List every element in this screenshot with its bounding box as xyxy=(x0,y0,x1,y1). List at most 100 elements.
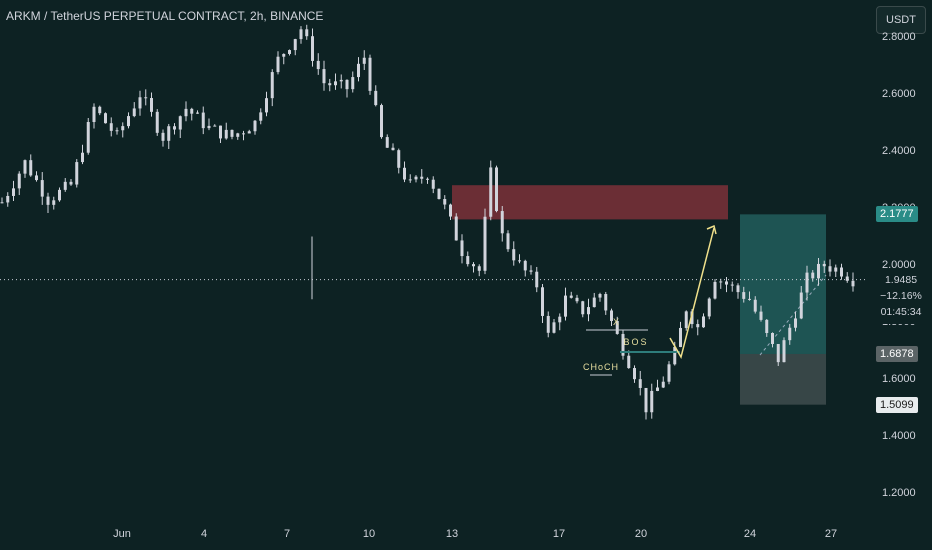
candle-body xyxy=(420,176,424,179)
candle-body xyxy=(713,281,717,299)
candle-body xyxy=(12,188,15,196)
candle-body xyxy=(437,188,441,200)
candle-body xyxy=(500,211,504,234)
candle-body xyxy=(161,132,165,141)
candle-body xyxy=(696,324,700,328)
candle-body xyxy=(357,63,360,78)
candle-body xyxy=(679,327,682,347)
price-label-stop: 1.5099 xyxy=(876,396,918,413)
candle-body xyxy=(684,311,688,328)
candle-body xyxy=(40,180,44,197)
candle-body xyxy=(35,175,38,181)
candle-body xyxy=(477,266,481,271)
x-tick-label: 24 xyxy=(743,528,757,540)
candle-body xyxy=(173,126,176,130)
candle-body xyxy=(661,381,665,388)
y-tick-label: 2.4000 xyxy=(882,145,916,157)
candle-body xyxy=(259,112,263,121)
x-annotation: X xyxy=(612,317,622,327)
candle-body xyxy=(63,181,67,190)
x-tick-label: 13 xyxy=(445,528,459,540)
candle-body xyxy=(748,298,751,300)
candle-body xyxy=(69,181,73,185)
candle-body xyxy=(529,270,533,272)
candle-body xyxy=(610,310,613,322)
candle-body xyxy=(184,108,188,117)
candle-body xyxy=(121,126,125,131)
candle-body xyxy=(483,216,487,271)
x-tick-label: 17 xyxy=(552,528,566,540)
candle-body xyxy=(265,98,268,113)
candle-body xyxy=(615,321,619,334)
candle-body xyxy=(236,133,240,137)
candle-body xyxy=(385,137,389,148)
candle-body xyxy=(328,83,332,86)
price-label-entry: 1.6878 xyxy=(876,345,918,362)
candle-body xyxy=(46,196,50,205)
candle-body xyxy=(656,387,659,391)
candle-body xyxy=(167,126,171,141)
candle-body xyxy=(299,29,303,40)
candle-body xyxy=(736,285,740,293)
currency-button[interactable]: USDT xyxy=(876,6,926,34)
candle-body xyxy=(466,256,470,265)
candle-body xyxy=(564,295,567,317)
last-price-change: −12.16% xyxy=(880,290,922,302)
candle-body xyxy=(742,292,746,299)
candle-body xyxy=(52,200,56,205)
candle-body xyxy=(6,195,10,203)
y-tick-label: 1.4000 xyxy=(882,430,916,442)
last-price-box: 1.9485 −12.16% 01:45:34 xyxy=(875,272,927,324)
candle-body xyxy=(817,263,820,279)
candle-body xyxy=(368,57,372,91)
candle-body xyxy=(541,287,544,316)
candle-body xyxy=(92,106,96,123)
candle-body xyxy=(431,179,435,189)
x-tick-label: Jun xyxy=(113,528,131,540)
x-tick-label: 10 xyxy=(362,528,376,540)
candle-body xyxy=(247,131,251,134)
candle-body xyxy=(311,36,314,61)
candle-body xyxy=(230,129,234,137)
candle-body xyxy=(535,271,539,288)
candle-body xyxy=(788,327,792,341)
candle-body xyxy=(472,264,475,267)
candle-body xyxy=(0,202,4,204)
candle-body xyxy=(282,53,286,57)
choch-annotation: CHoCH xyxy=(582,362,620,372)
candle-body xyxy=(305,29,309,37)
candle-body xyxy=(753,299,757,312)
candle-body xyxy=(391,147,395,151)
candle-body xyxy=(150,98,153,112)
candle-body xyxy=(224,129,228,139)
candle-body xyxy=(581,301,585,315)
candle-body xyxy=(98,106,102,114)
candle-body xyxy=(207,125,211,129)
candle-body xyxy=(730,284,734,286)
candle-body xyxy=(799,292,803,319)
last-price-value: 1.9485 xyxy=(884,274,918,286)
candle-body xyxy=(270,72,274,99)
projection-arrowhead xyxy=(706,224,717,235)
candle-body xyxy=(276,56,280,73)
candle-body xyxy=(201,112,205,129)
candle-body xyxy=(339,79,343,82)
candle-body xyxy=(86,122,90,153)
candle-body xyxy=(127,116,130,127)
candle-body xyxy=(598,294,602,298)
candle-body xyxy=(638,379,642,388)
loss-zone xyxy=(740,353,826,405)
candle-body xyxy=(512,249,516,261)
candle-body xyxy=(213,125,217,127)
candle-body xyxy=(454,216,458,241)
candle-body xyxy=(546,315,550,333)
candle-body xyxy=(719,281,723,283)
candle-body xyxy=(725,281,728,285)
candle-body xyxy=(242,133,245,135)
candle-body xyxy=(288,50,291,54)
x-tick-label: 4 xyxy=(200,528,208,540)
candle-body xyxy=(592,297,596,308)
candle-body xyxy=(845,276,849,281)
candle-body xyxy=(460,240,464,257)
